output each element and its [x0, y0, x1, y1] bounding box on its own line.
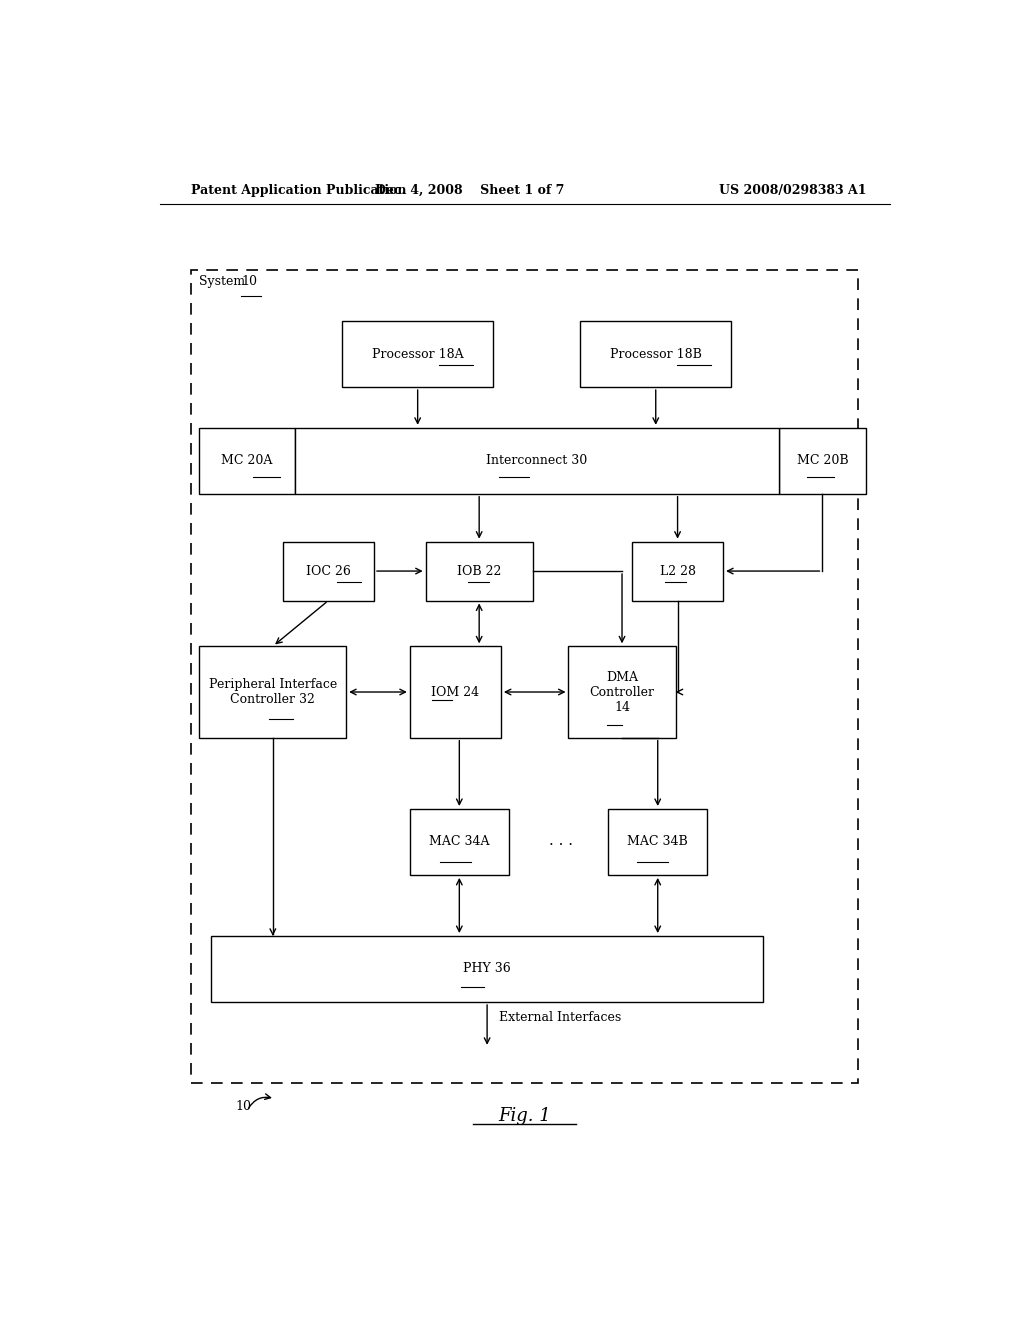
Text: Processor 18A: Processor 18A	[372, 347, 464, 360]
Text: Peripheral Interface
Controller 32: Peripheral Interface Controller 32	[209, 678, 337, 706]
Bar	[410, 809, 509, 875]
Bar	[342, 321, 494, 387]
Bar	[608, 809, 708, 875]
Text: DMA
Controller
14: DMA Controller 14	[590, 671, 654, 714]
Bar	[283, 541, 374, 601]
Text: MC 20A: MC 20A	[221, 454, 272, 467]
Bar	[211, 936, 763, 1002]
Text: 10: 10	[236, 1100, 251, 1113]
Text: Processor 18B: Processor 18B	[610, 347, 701, 360]
Text: IOC 26: IOC 26	[306, 565, 351, 578]
Bar	[410, 647, 501, 738]
Text: US 2008/0298383 A1: US 2008/0298383 A1	[719, 183, 866, 197]
Bar	[191, 271, 858, 1084]
Text: MAC 34A: MAC 34A	[429, 836, 489, 849]
Bar	[295, 428, 778, 494]
Text: PHY 36: PHY 36	[463, 962, 511, 975]
Text: Patent Application Publication: Patent Application Publication	[191, 183, 407, 197]
Bar	[568, 647, 676, 738]
Bar	[200, 647, 346, 738]
Text: . . .: . . .	[549, 834, 572, 849]
Text: Fig. 1: Fig. 1	[499, 1107, 551, 1125]
Text: 10: 10	[242, 276, 257, 288]
Text: MC 20B: MC 20B	[797, 454, 848, 467]
Text: External Interfaces: External Interfaces	[499, 1011, 622, 1024]
Text: System: System	[200, 276, 250, 288]
Text: MAC 34B: MAC 34B	[628, 836, 688, 849]
Bar	[200, 428, 295, 494]
Text: IOB 22: IOB 22	[457, 565, 502, 578]
Text: Interconnect 30: Interconnect 30	[486, 454, 588, 467]
Text: L2 28: L2 28	[659, 565, 695, 578]
Bar	[632, 541, 723, 601]
Text: IOM 24: IOM 24	[431, 685, 479, 698]
Bar	[581, 321, 731, 387]
Bar	[778, 428, 866, 494]
Text: Dec. 4, 2008    Sheet 1 of 7: Dec. 4, 2008 Sheet 1 of 7	[375, 183, 564, 197]
Bar	[426, 541, 532, 601]
